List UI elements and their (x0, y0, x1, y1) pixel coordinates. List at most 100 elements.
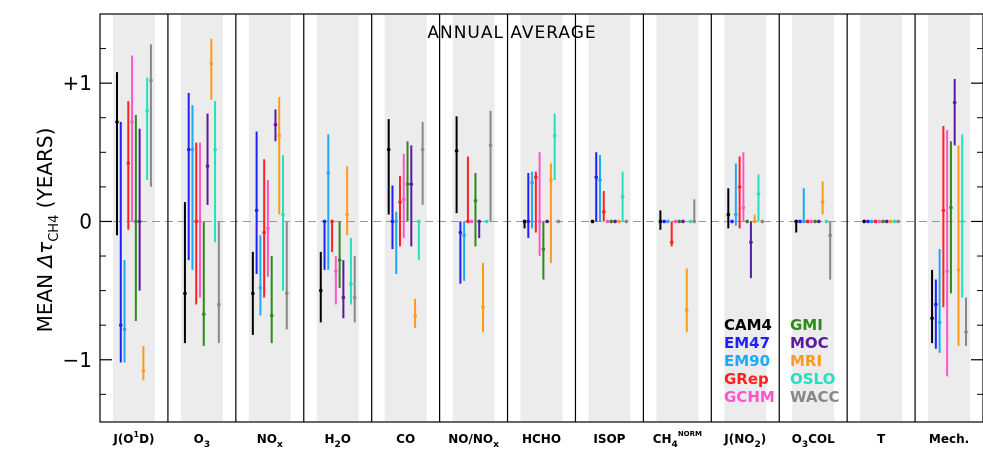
category-panel (452, 15, 495, 421)
y-tick-label: +1 (63, 71, 92, 95)
data-point (613, 219, 617, 224)
y-tick-label: 0 (79, 209, 92, 233)
data-point (318, 288, 323, 293)
data-point (673, 219, 678, 224)
data-point (473, 198, 478, 203)
y-axis: +1 0 −1 (63, 48, 983, 395)
data-point (201, 312, 206, 316)
data-point (801, 219, 806, 224)
data-point (681, 219, 685, 224)
data-point (817, 219, 821, 224)
data-point (930, 316, 934, 321)
category-panel (180, 15, 223, 421)
data-point (341, 295, 346, 300)
data-point (760, 219, 765, 224)
data-point (115, 120, 119, 124)
data-point (794, 219, 799, 224)
data-point (594, 175, 599, 179)
data-point (881, 219, 885, 224)
data-point (262, 230, 266, 235)
category-panel (588, 15, 631, 421)
data-point (401, 197, 406, 202)
data-point (345, 212, 349, 217)
ylabel-symbol: Δτ (33, 241, 57, 270)
data-point (198, 219, 202, 224)
data-point (466, 219, 470, 224)
x-tick-label: NO/NOx (448, 432, 499, 450)
data-point (952, 100, 957, 105)
data-point (949, 205, 953, 210)
legend-entry: EM47 (724, 334, 770, 352)
data-point (734, 212, 738, 217)
data-point (534, 175, 538, 179)
legend-entry: WACC (790, 388, 840, 406)
data-point (609, 219, 614, 224)
data-point (896, 219, 900, 224)
category-panel (248, 15, 291, 421)
x-tick-label: HCHO (522, 432, 561, 446)
data-point (688, 219, 693, 224)
ylabel-prefix: MEAN (33, 268, 57, 333)
x-tick-label: CH4NORM (653, 430, 702, 450)
category-dividers (167, 14, 916, 422)
data-point (590, 219, 595, 224)
data-point (258, 286, 263, 290)
data-point (737, 185, 742, 189)
data-point (526, 219, 531, 224)
data-point (873, 219, 878, 224)
data-point (251, 291, 255, 296)
data-point (137, 219, 142, 224)
data-point (269, 313, 274, 318)
legend-entry: CAM4 (724, 316, 772, 334)
data-point (545, 219, 549, 224)
y-axis-label: MEAN ΔτCH4 (YEARS) (33, 128, 62, 333)
category-panel (316, 15, 359, 421)
x-tick-label: ISOP (593, 432, 625, 446)
x-axis: J(O1D) O3 NOx H2O CO NO/NOx HCHO ISOP CH4NORM J(N… (112, 430, 969, 450)
data-point (352, 295, 357, 300)
data-point (945, 269, 949, 274)
data-point (809, 219, 814, 224)
data-point (394, 219, 399, 224)
data-point (145, 109, 149, 113)
data-point (556, 219, 561, 224)
data-point (824, 219, 829, 224)
data-point (334, 269, 338, 274)
legend-entry: GRep (724, 370, 769, 388)
x-tick-label: O3COL (792, 432, 835, 450)
data-point (409, 182, 414, 186)
category-panel (860, 15, 903, 421)
x-tick-label: H2O (324, 432, 351, 450)
data-point (756, 191, 761, 196)
category-panel (656, 15, 699, 421)
data-point (141, 369, 146, 373)
data-point (666, 219, 670, 224)
data-point (194, 219, 199, 224)
data-point (669, 240, 674, 245)
x-tick-label: Mech. (929, 432, 969, 446)
data-point (122, 327, 127, 332)
data-point (820, 200, 825, 204)
data-point (552, 133, 557, 138)
data-point (726, 212, 731, 217)
data-point (530, 180, 534, 185)
data-point (458, 230, 463, 235)
data-point (481, 305, 485, 310)
x-tick-label: J(NO2) (723, 432, 766, 450)
category-panel (384, 15, 427, 421)
data-point (884, 219, 889, 224)
data-point (281, 212, 285, 217)
data-point (390, 219, 395, 224)
data-point (126, 161, 131, 166)
data-point (337, 258, 342, 262)
data-point (266, 226, 270, 231)
data-point (417, 219, 421, 224)
data-point (454, 149, 459, 153)
data-point (149, 78, 153, 83)
data-point (398, 200, 402, 204)
data-point (741, 205, 746, 210)
data-point (183, 291, 187, 296)
data-point (217, 302, 221, 307)
category-panel (113, 15, 155, 421)
